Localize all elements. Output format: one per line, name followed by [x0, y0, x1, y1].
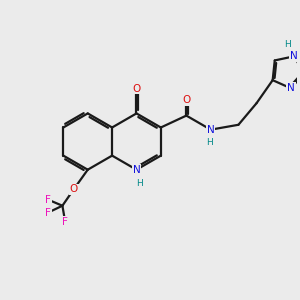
Text: F: F	[62, 217, 68, 227]
Text: F: F	[45, 194, 51, 205]
Text: H: H	[136, 179, 143, 188]
Text: N: N	[290, 51, 298, 61]
Text: H: H	[285, 40, 291, 49]
Text: O: O	[132, 84, 141, 94]
Text: O: O	[70, 184, 78, 194]
Text: F: F	[45, 208, 51, 218]
Text: O: O	[182, 95, 190, 105]
Text: N: N	[287, 83, 295, 93]
Text: N: N	[207, 125, 214, 135]
Text: H: H	[206, 138, 213, 147]
Text: N: N	[133, 165, 140, 175]
